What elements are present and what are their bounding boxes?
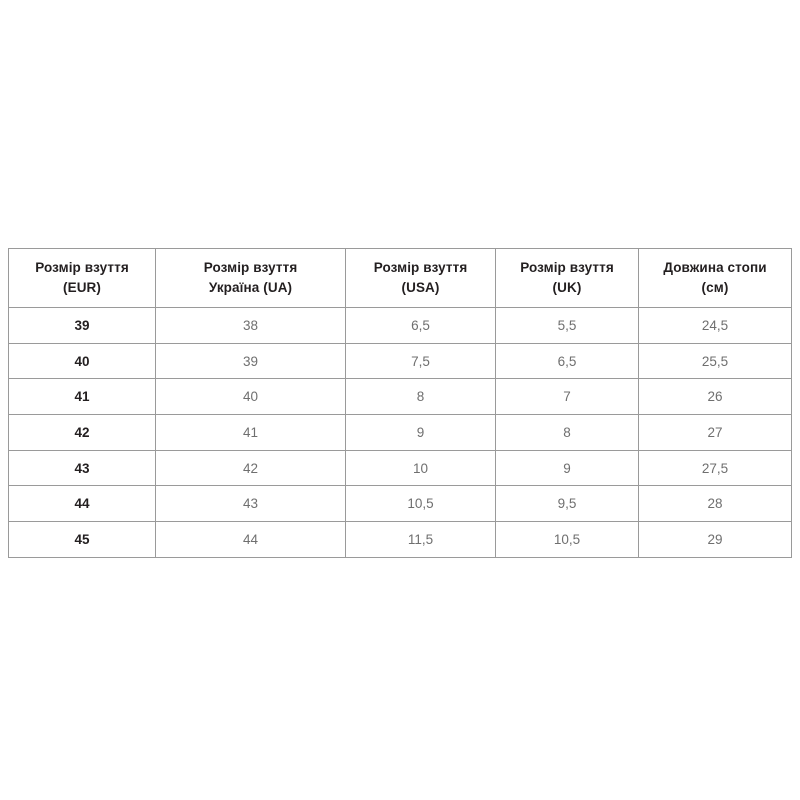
cell-cm: 25,5: [638, 342, 792, 380]
cell-usa: 7,5: [345, 342, 496, 380]
table-row: 44 43 10,5 9,5 28: [8, 485, 792, 523]
table-header: Розмір взуття (EUR) Розмір взуття Україна (…: [8, 248, 792, 308]
cell-cm: 29: [638, 521, 792, 558]
cell-ua: 41: [155, 414, 346, 451]
cell-ua: 38: [155, 307, 346, 344]
column-header-line2: (EUR): [63, 280, 101, 295]
table-row: 39 38 6,5 5,5 24,5: [8, 307, 792, 344]
shoe-size-table: Розмір взуття (EUR) Розмір взуття Україна (…: [8, 248, 792, 558]
column-header-uk: Розмір взуття (UK): [495, 248, 639, 308]
cell-ua: 43: [155, 485, 346, 523]
column-header-cm: Довжина стопи (см): [638, 248, 792, 308]
cell-eur: 40: [8, 342, 156, 380]
size-chart-container: Розмір взуття (EUR) Розмір взуття Україна (…: [8, 248, 792, 558]
cell-uk: 9,5: [495, 485, 639, 523]
cell-uk: 7: [495, 378, 639, 416]
cell-uk: 9: [495, 449, 639, 487]
cell-eur: 43: [8, 449, 156, 487]
column-header-line2: (UK): [552, 280, 582, 295]
cell-ua: 39: [155, 342, 346, 380]
table-header-row: Розмір взуття (EUR) Розмір взуття Україна (…: [8, 248, 792, 308]
column-header-line1: Розмір взуття: [373, 260, 468, 276]
cell-cm: 27,5: [638, 449, 792, 487]
table-row: 45 44 11,5 10,5 29: [8, 521, 792, 558]
cell-eur: 44: [8, 485, 156, 523]
cell-eur: 39: [8, 307, 156, 344]
table-row: 42 41 9 8 27: [8, 414, 792, 451]
table-row: 41 40 8 7 26: [8, 378, 792, 416]
cell-uk: 8: [495, 414, 639, 451]
cell-usa: 11,5: [345, 521, 496, 558]
column-header-line1: Розмір взуття: [520, 260, 614, 276]
cell-uk: 5,5: [495, 307, 639, 344]
cell-cm: 28: [638, 485, 792, 523]
cell-usa: 10: [345, 449, 496, 487]
cell-ua: 42: [155, 449, 346, 487]
column-header-ua: Розмір взуття Україна (UA): [155, 248, 346, 308]
cell-eur: 45: [8, 521, 156, 558]
column-header-eur: Розмір взуття (EUR): [8, 248, 156, 308]
column-header-line1: Довжина стопи: [663, 260, 767, 276]
column-header-line2: (см): [701, 280, 729, 295]
cell-usa: 6,5: [345, 307, 496, 344]
column-header-line1: Розмір взуття: [203, 260, 298, 276]
cell-usa: 8: [345, 378, 496, 416]
table-row: 40 39 7,5 6,5 25,5: [8, 342, 792, 380]
column-header-line2: (USA): [401, 280, 440, 295]
cell-cm: 27: [638, 414, 792, 451]
cell-usa: 9: [345, 414, 496, 451]
cell-eur: 42: [8, 414, 156, 451]
cell-uk: 6,5: [495, 342, 639, 380]
table-row: 43 42 10 9 27,5: [8, 449, 792, 487]
cell-eur: 41: [8, 378, 156, 416]
cell-usa: 10,5: [345, 485, 496, 523]
column-header-usa: Розмір взуття (USA): [345, 248, 496, 308]
cell-ua: 44: [155, 521, 346, 558]
table-body: 39 38 6,5 5,5 24,5 40 39 7,5 6,5 25,5 41 40 8 7 26 42 41…: [8, 307, 792, 558]
cell-cm: 26: [638, 378, 792, 416]
column-header-line1: Розмір взуття: [35, 260, 129, 276]
cell-cm: 24,5: [638, 307, 792, 344]
cell-ua: 40: [155, 378, 346, 416]
cell-uk: 10,5: [495, 521, 639, 558]
column-header-line2: Україна (UA): [208, 280, 293, 295]
